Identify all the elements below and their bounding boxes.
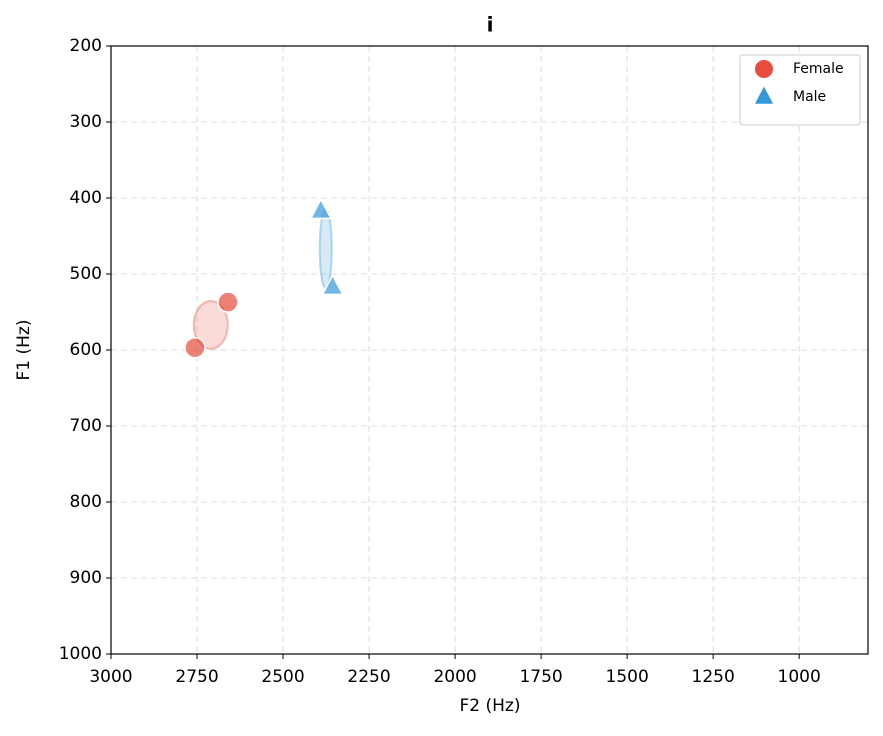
- chart-title: i: [487, 13, 494, 37]
- y-tick-label: 400: [70, 188, 102, 208]
- point: [321, 273, 344, 296]
- x-tick-label: 1250: [692, 667, 735, 687]
- y-tick-label: 700: [70, 416, 102, 436]
- legend-marker: [755, 86, 773, 104]
- x-tick-label: 2750: [175, 667, 218, 687]
- x-tick-label: 1000: [778, 667, 821, 687]
- point: [217, 291, 239, 313]
- legend-label: Male: [793, 89, 826, 105]
- x-tick-label: 1500: [606, 667, 649, 687]
- y-axis-label: F1 (Hz): [14, 320, 34, 381]
- y-tick-label: 800: [70, 492, 102, 512]
- point: [309, 197, 333, 220]
- confidence-ellipse: [192, 299, 229, 350]
- point: [184, 336, 206, 359]
- x-tick-label: 2000: [433, 667, 476, 687]
- y-tick-label: 200: [70, 36, 102, 56]
- y-tick-label: 300: [70, 112, 102, 132]
- y-tick-label: 500: [70, 264, 102, 284]
- plot-frame: [110, 45, 869, 655]
- x-tick-label: 2500: [261, 667, 304, 687]
- y-tick-label: 1000: [59, 644, 102, 664]
- confidence-ellipse: [318, 208, 333, 290]
- y-tick-label: 600: [70, 340, 102, 360]
- x-tick-label: 2250: [347, 667, 390, 687]
- x-tick-label: 1750: [519, 667, 562, 687]
- x-axis-label: F2 (Hz): [460, 696, 521, 716]
- legend-marker: [755, 60, 773, 78]
- y-tick-label: 900: [70, 568, 102, 588]
- x-tick-label: 3000: [89, 667, 132, 687]
- legend-label: Female: [793, 61, 844, 77]
